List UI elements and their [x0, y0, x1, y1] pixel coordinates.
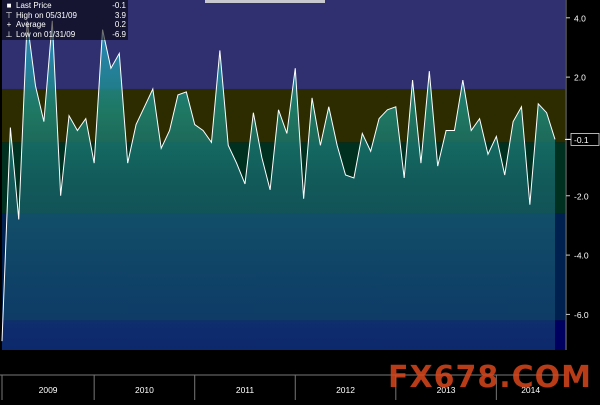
x-tick-label-3: 2012 — [336, 385, 355, 395]
x-tick-label-4: 2013 — [437, 385, 456, 395]
x-tick-label-5: 2014 — [521, 385, 540, 395]
legend-high: ⊤ High on 05/31/09 3.9 — [5, 10, 126, 20]
low-marker-icon: ⊥ — [5, 29, 13, 39]
average-marker-icon: + — [6, 20, 12, 30]
x-tick-label-2: 2011 — [236, 385, 255, 395]
x-axis-panel — [0, 350, 600, 405]
y-tick-label-5: -6.0 — [574, 310, 589, 320]
high-marker-icon: ⊤ — [5, 10, 13, 20]
y-tick-label-3: -2.0 — [574, 191, 589, 201]
legend-low: ⊥ Low on 01/31/09 -6.9 — [5, 29, 126, 39]
y-tick-label-4: -4.0 — [574, 251, 589, 261]
top-scroll-handle[interactable] — [205, 0, 325, 3]
y-tick-label-0: 4.0 — [574, 13, 586, 23]
x-tick-label-1: 2010 — [135, 385, 154, 395]
chart-legend: ■ Last Price -0.1 ⊤ High on 05/31/09 3.9… — [2, 0, 128, 40]
series-area — [2, 20, 555, 350]
y-tick-label-1: 2.0 — [574, 73, 586, 83]
watermark: FX678.COM — [388, 360, 593, 395]
legend-average: + Average 0.2 — [4, 20, 126, 30]
legend-last-price: ■ Last Price -0.1 — [4, 1, 126, 11]
square-marker-icon: ■ — [6, 1, 12, 10]
y-tick-label-2: -0.1 — [574, 135, 589, 145]
series-line — [1, 20, 556, 342]
x-tick-label-0: 2009 — [39, 385, 58, 395]
y-axis-panel — [565, 0, 600, 350]
